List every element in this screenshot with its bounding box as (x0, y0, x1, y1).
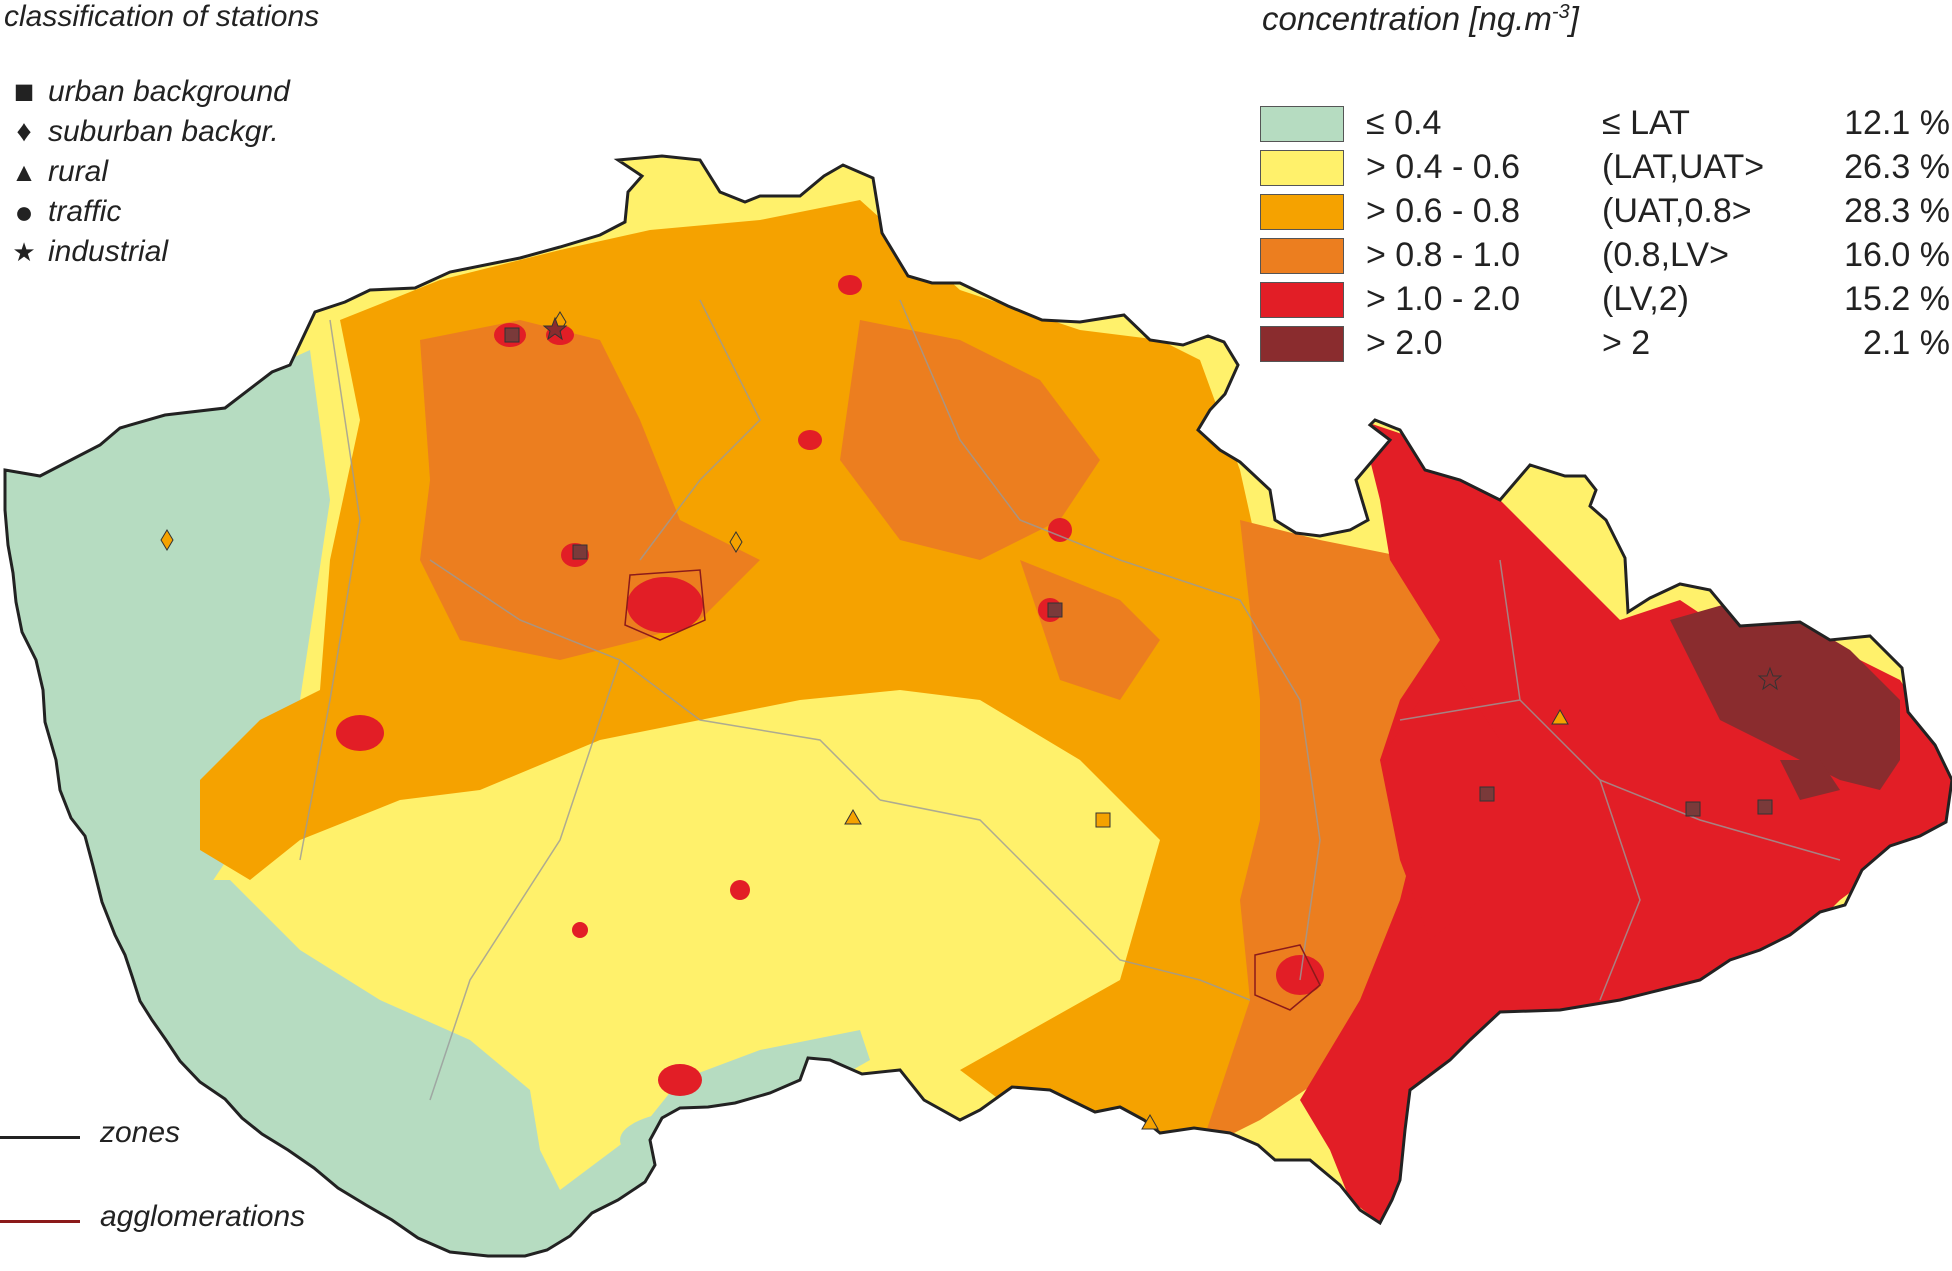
legend-color-swatch (1260, 150, 1344, 186)
legend-urban-background: ■ urban background (4, 72, 290, 111)
legend-color-swatch (1260, 282, 1344, 318)
legend-class: (LAT,UAT> (1602, 148, 1765, 186)
legend-percent: 2.1 % (1863, 324, 1950, 362)
station-rural-marker (1551, 708, 1569, 725)
legend-range: > 0.4 - 0.6 (1366, 148, 1521, 186)
legend-label: urban background (48, 75, 290, 108)
legend-percent: 28.3 % (1844, 192, 1950, 230)
station-urban-background-marker (504, 327, 520, 343)
station-suburban-marker (160, 529, 174, 551)
legend-label: rural (48, 155, 109, 188)
legend-range: > 0.6 - 0.8 (1366, 192, 1521, 230)
legend-percent: 12.1 % (1844, 104, 1950, 142)
legend-range: ≤ 0.4 (1366, 104, 1442, 142)
legend-suburban-background: ♦ suburban backgr. (4, 114, 279, 150)
legend-label: industrial (48, 235, 169, 268)
square-icon: ■ (13, 72, 35, 111)
diamond-icon: ♦ (16, 115, 32, 148)
station-urban-background-marker (1479, 786, 1495, 802)
legend-color-swatch (1260, 194, 1344, 230)
agglomerations-line-symbol (0, 1220, 80, 1223)
station-rural-marker (844, 808, 862, 825)
legend-color-swatch (1260, 326, 1344, 362)
concentration-legend-title: concentration [ng.m-3] (1262, 0, 1579, 37)
legend-range: > 2.0 (1366, 324, 1443, 362)
legend-class: (0.8,LV> (1602, 236, 1729, 274)
legend-color-swatch (1260, 106, 1344, 142)
legend-color-swatch (1260, 238, 1344, 274)
station-rural-marker (1141, 1113, 1159, 1130)
legend-label: zones (100, 1116, 181, 1149)
legend-traffic: ● traffic (4, 194, 121, 230)
legend-percent: 15.2 % (1844, 280, 1950, 318)
station-industrial-marker (542, 316, 568, 341)
legend-label: suburban backgr. (48, 115, 279, 148)
circle-icon: ● (14, 193, 34, 230)
legend-range: > 0.8 - 1.0 (1366, 236, 1521, 274)
legend-industrial: ★ industrial (4, 234, 168, 270)
triangle-icon: ▲ (11, 156, 37, 187)
legend-rural: ▲ rural (4, 154, 108, 190)
legend-percent: 26.3 % (1844, 148, 1950, 186)
legend-class: (UAT,0.8> (1602, 192, 1752, 230)
legend-class: (LV,2) (1602, 280, 1689, 318)
station-urban-background-marker (1685, 801, 1701, 817)
legend-label: traffic (48, 195, 122, 228)
legend-range: > 1.0 - 2.0 (1366, 280, 1521, 318)
station-urban-background-marker (572, 544, 588, 560)
station-urban-background-marker (1047, 602, 1063, 618)
station-classification-title: classification of stations (4, 0, 320, 33)
legend-label: agglomerations (100, 1200, 306, 1233)
station-suburban-marker (729, 531, 743, 553)
legend-class: ≤ LAT (1602, 104, 1690, 142)
station-urban-background-marker (1095, 812, 1111, 828)
station-industrial-marker (1757, 666, 1783, 691)
station-urban-background-marker (1757, 799, 1773, 815)
legend-percent: 16.0 % (1844, 236, 1950, 274)
star-icon: ★ (12, 236, 36, 267)
legend-class: > 2 (1602, 324, 1651, 362)
zones-line-symbol (0, 1136, 80, 1139)
